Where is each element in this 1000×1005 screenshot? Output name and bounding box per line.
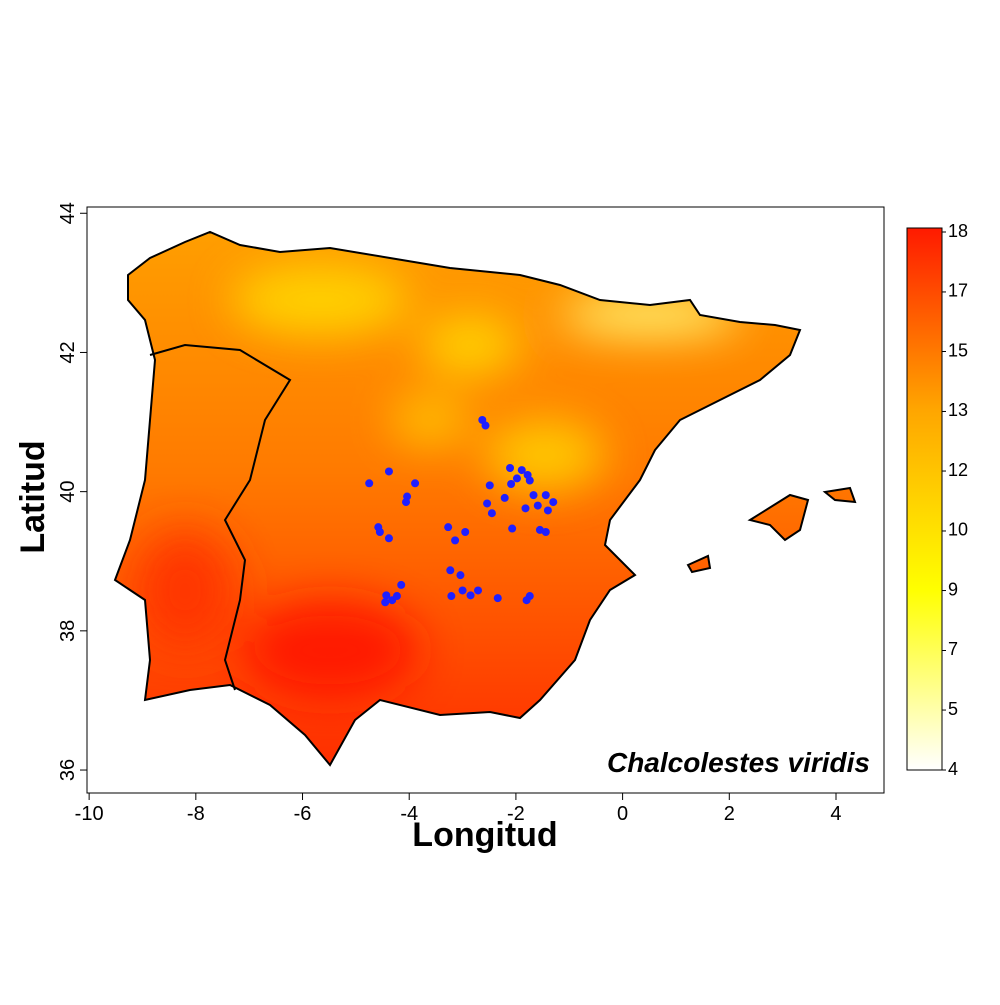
- occurrence-point: [541, 528, 550, 537]
- x-axis-label: Longitud: [412, 816, 557, 854]
- colorbar-tick-label: 17: [948, 281, 968, 301]
- occurrence-point: [474, 586, 483, 595]
- occurrence-point: [458, 586, 467, 595]
- colorbar-tick-label: 4: [948, 759, 958, 779]
- colorbar-tick-label: 10: [948, 520, 968, 540]
- x-tick-label: 4: [830, 803, 841, 825]
- occurrence-point: [529, 491, 538, 500]
- occurrence-point: [461, 528, 470, 537]
- colorbar-tick-label: 13: [948, 400, 968, 420]
- occurrence-point: [444, 523, 453, 532]
- colorbar: [906, 227, 943, 771]
- x-tick-label: 2: [724, 803, 735, 825]
- occurrence-point: [508, 524, 517, 533]
- occurrence-point: [446, 566, 455, 575]
- x-tick-label: -4: [400, 803, 418, 825]
- y-tick-label: 42: [57, 341, 79, 363]
- occurrence-point: [512, 474, 521, 483]
- colorbar-tick-label: 9: [948, 579, 958, 599]
- occurrence-point: [525, 476, 534, 485]
- x-tick-label: -2: [507, 803, 525, 825]
- occurrence-point: [365, 479, 374, 488]
- colorbar-tick-label: 15: [948, 340, 968, 360]
- x-tick-label: 0: [617, 803, 628, 825]
- occurrence-point: [522, 596, 531, 605]
- occurrence-point: [541, 491, 550, 500]
- x-tick-label: -8: [187, 803, 205, 825]
- y-tick-label: 38: [57, 620, 79, 642]
- occurrence-point: [384, 467, 393, 476]
- colorbar-tick-label: 5: [948, 699, 958, 719]
- plot-frame: [86, 206, 885, 794]
- occurrence-point: [375, 528, 384, 537]
- y-tick-label: 36: [57, 759, 79, 781]
- y-axis-label: Latitud: [14, 440, 52, 553]
- occurrence-point: [517, 466, 526, 475]
- occurrence-point: [485, 481, 494, 490]
- heat-map: [115, 232, 855, 765]
- occurrence-point: [543, 506, 552, 515]
- occurrence-point: [506, 463, 515, 472]
- colorbar-tick-label: 18: [948, 221, 968, 241]
- border: [149, 343, 292, 691]
- colorbar-tick-label: 7: [948, 639, 958, 659]
- occurrence-point: [466, 591, 475, 600]
- occurrence-point: [402, 498, 411, 507]
- occurrence-point: [487, 509, 496, 518]
- occurrence-point: [447, 592, 456, 601]
- occurrence-point: [384, 534, 393, 543]
- occurrence-point: [549, 498, 558, 507]
- occurrence-point: [456, 571, 465, 580]
- occurrence-point: [397, 580, 406, 589]
- occurrence-point: [493, 594, 502, 603]
- x-tick-label: -10: [75, 803, 104, 825]
- occurrence-point: [382, 591, 391, 600]
- occurrence-point: [507, 479, 516, 488]
- species-title: Chalcolestes viridis: [607, 747, 870, 778]
- occurrence-point: [392, 592, 401, 601]
- occurrence-point: [483, 499, 492, 508]
- occurrence-point: [481, 421, 490, 430]
- occurrence-point: [500, 493, 509, 502]
- occurrence-point: [411, 479, 420, 488]
- y-tick-label: 40: [57, 481, 79, 503]
- occurrence-point: [533, 501, 542, 510]
- occurrence-point: [381, 598, 390, 607]
- occurrence-point: [521, 504, 530, 513]
- occurrence-point: [451, 536, 460, 545]
- y-tick-label: 44: [57, 202, 79, 224]
- x-tick-label: -6: [294, 803, 312, 825]
- colorbar-tick-label: 12: [948, 460, 968, 480]
